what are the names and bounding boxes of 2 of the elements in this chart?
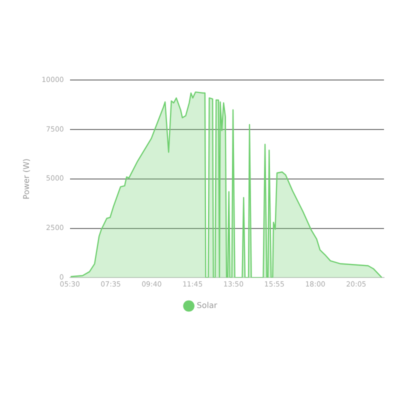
- y-axis-title: Power (W): [22, 158, 31, 200]
- legend-label: Solar: [196, 301, 218, 310]
